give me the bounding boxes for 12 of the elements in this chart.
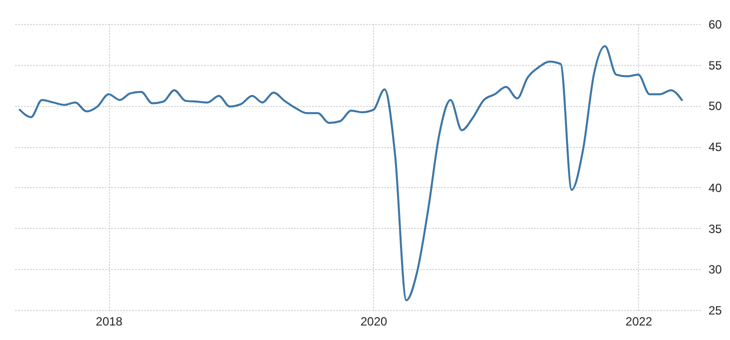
x-tick-label: 2018 bbox=[96, 314, 123, 328]
x-tick-label: 2020 bbox=[360, 314, 388, 328]
y-tick-label: 55 bbox=[708, 58, 722, 72]
y-tick-label: 25 bbox=[708, 304, 722, 318]
y-tick-label: 40 bbox=[708, 180, 722, 195]
y-tick-label: 50 bbox=[708, 99, 722, 114]
y-tick-label: 45 bbox=[708, 140, 722, 154]
x-tick-label: 2022 bbox=[626, 314, 653, 328]
y-tick-label: 60 bbox=[708, 18, 722, 32]
y-tick-label: 35 bbox=[708, 222, 722, 236]
line-series bbox=[18, 45, 683, 302]
y-tick-label: 30 bbox=[708, 262, 722, 277]
